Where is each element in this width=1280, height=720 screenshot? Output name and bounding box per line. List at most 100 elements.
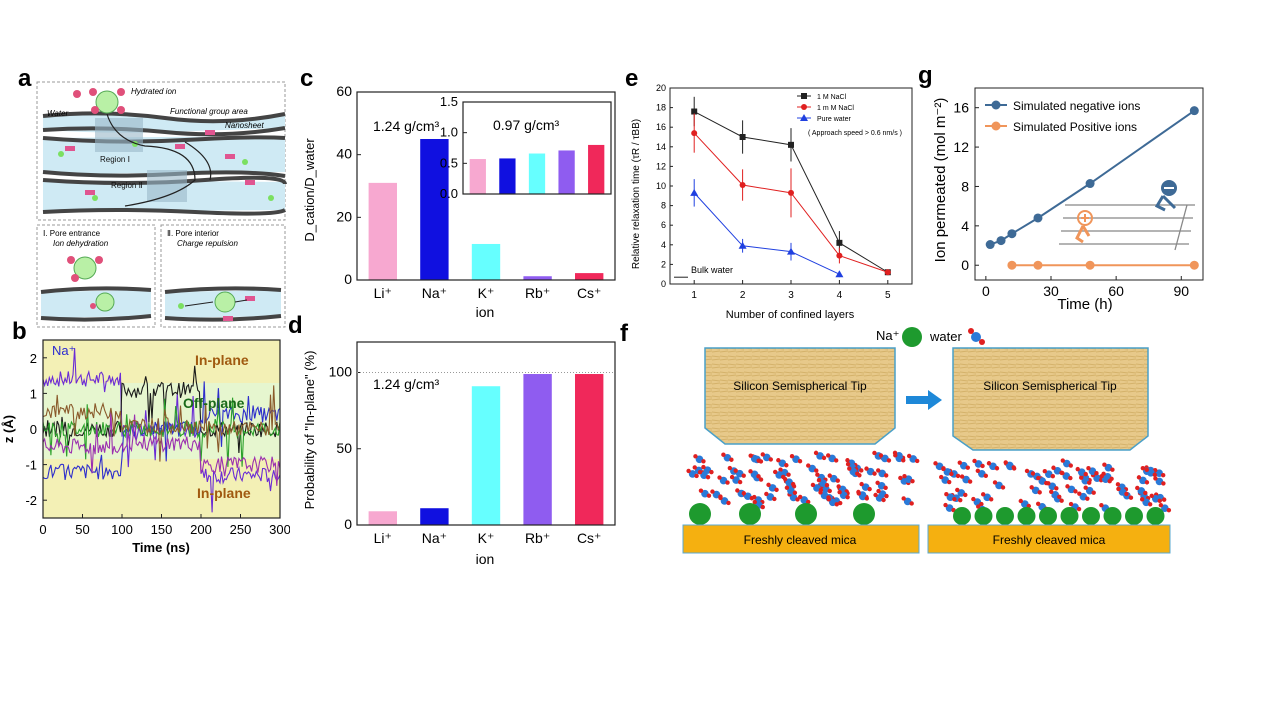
d-xtick-2: K⁺: [478, 530, 495, 546]
na-ion-left-3: [853, 503, 875, 525]
b-ytick-1: -1: [25, 458, 37, 473]
g-xtick-3: 90: [1173, 283, 1189, 299]
c-inset-ytick-1: 0.5: [440, 155, 458, 170]
g-ytick-0: 0: [961, 257, 969, 273]
water-molecule-64: [748, 453, 761, 463]
e-point-1-3: [836, 252, 843, 259]
water-molecule-89: [986, 461, 1000, 471]
g-point-1-3: [1189, 260, 1199, 270]
c-inset-annotation: 0.97 g/cm³: [493, 117, 559, 133]
na-ion-right-1: [974, 507, 993, 525]
g-xlabel: Time (h): [1057, 296, 1112, 313]
e-legend-marker-2: [800, 114, 808, 121]
panel-label-b: b: [12, 318, 27, 345]
g-point-0-0: [985, 240, 995, 250]
water-molecule-55: [901, 496, 914, 506]
in-plane-top-label: In-plane: [195, 352, 249, 368]
b-trajectory-5: [42, 385, 281, 462]
f-na-label: Na⁺: [876, 328, 899, 343]
panel-label-d: d: [288, 312, 303, 339]
g-point-0-5: [1189, 106, 1199, 116]
na-ion-right-8: [1125, 507, 1143, 525]
na-ion-icon: [902, 327, 922, 347]
mica-right-label: Freshly cleaved mica: [993, 533, 1106, 547]
na-ion-right-2: [996, 507, 1014, 525]
water-molecule-37: [701, 464, 714, 475]
e-point-2-1: [738, 241, 747, 249]
d-bar-4: [575, 374, 604, 525]
b-trajectory-2: [42, 381, 281, 480]
na-ion-right-3: [1017, 507, 1036, 525]
water-molecule-88: [972, 458, 985, 469]
d-frame: [356, 341, 616, 526]
na-ion-right-6: [1082, 507, 1100, 525]
water-molecule-66: [721, 452, 734, 462]
d-annotation: 1.24 g/cm³: [373, 376, 439, 392]
e-point-1-2: [788, 189, 794, 196]
e-ytick-7: 14: [656, 142, 666, 152]
water-molecule-113: [1049, 489, 1062, 499]
e-ytick-6: 12: [656, 161, 666, 171]
water-molecule-124: [1099, 474, 1112, 484]
positive-ion-runner-icon: [1077, 210, 1093, 226]
water-molecule-23: [856, 491, 870, 501]
water-molecule-36: [813, 450, 827, 461]
e-xtick-3: 4: [837, 290, 843, 301]
panel-label-e: e: [625, 65, 639, 92]
water-molecule-70: [1136, 475, 1150, 485]
e-xtick-2: 3: [788, 290, 794, 301]
g-ytick-4: 16: [953, 100, 969, 116]
g-point-1-1: [1033, 260, 1043, 270]
g-point-1-0: [1007, 260, 1017, 270]
e-xtick-4: 5: [885, 290, 891, 301]
b-xtick-5: 250: [230, 522, 252, 537]
b-xtick-2: 100: [111, 522, 133, 537]
hydrated-ion-label: Hydrated ion: [131, 87, 177, 96]
g-point-0-1: [996, 236, 1006, 246]
water-molecule-74: [1018, 498, 1031, 509]
water-molecule-18: [859, 481, 872, 492]
na-ion-right-7: [1103, 507, 1122, 525]
c-xtick-4: Cs⁺: [577, 285, 602, 301]
d-ytick-2: 100: [329, 364, 353, 380]
water-molecule-48: [816, 478, 830, 488]
water-molecule-97: [975, 468, 989, 478]
c-xtick-3: Rb⁺: [525, 285, 550, 301]
water-molecule-117: [941, 466, 954, 477]
na-ion-right-0: [953, 507, 971, 525]
tip-right-label: Silicon Semispherical Tip: [983, 379, 1117, 393]
water-molecule-104: [1003, 460, 1016, 470]
panel-c-chart: Li⁺ Na⁺ K⁺ Rb⁺ Cs⁺ 0 20 40 60 1.24 g/cm³ D_catio…: [302, 83, 616, 320]
g-point-0-3: [1033, 213, 1043, 223]
water-molecule-56: [873, 492, 886, 503]
e-legend-marker-1: [801, 104, 807, 110]
e-legend-note: ( Approach speed > 0.6 nm/s ): [808, 130, 902, 137]
d-xtick-0: Li⁺: [374, 530, 392, 546]
b-xlabel: Time (ns): [132, 540, 190, 555]
panel-label-a: a: [18, 65, 32, 92]
tip-left: [704, 347, 896, 445]
e-ytick-9: 18: [656, 103, 666, 113]
water-molecule-92: [1065, 484, 1078, 494]
c-annotation: 1.24 g/cm³: [373, 118, 439, 134]
water-molecule-65: [718, 495, 731, 506]
e-point-2-2: [787, 247, 795, 255]
e-ytick-2: 4: [661, 240, 666, 250]
water-molecule-106: [959, 474, 973, 484]
water-molecule-40: [789, 454, 803, 464]
water-molecule-118: [1036, 475, 1049, 486]
c-inset-bar-1: [499, 158, 516, 194]
d-xtick-1: Na⁺: [422, 530, 447, 546]
e-xtick-0: 1: [691, 290, 697, 301]
water-molecule-24: [827, 473, 840, 483]
nanosheet-label: Nanosheet: [225, 121, 264, 130]
water-molecule-125: [1029, 485, 1042, 495]
b-trajectory-1: [42, 365, 281, 454]
water-molecule-52: [748, 469, 761, 479]
water-molecule-69: [772, 469, 786, 480]
e-ytick-1: 2: [661, 259, 666, 269]
c-bar-4: [575, 273, 604, 280]
water-molecule-77: [980, 492, 994, 502]
b-xtick-4: 200: [190, 522, 212, 537]
e-point-0-0: [691, 108, 698, 115]
